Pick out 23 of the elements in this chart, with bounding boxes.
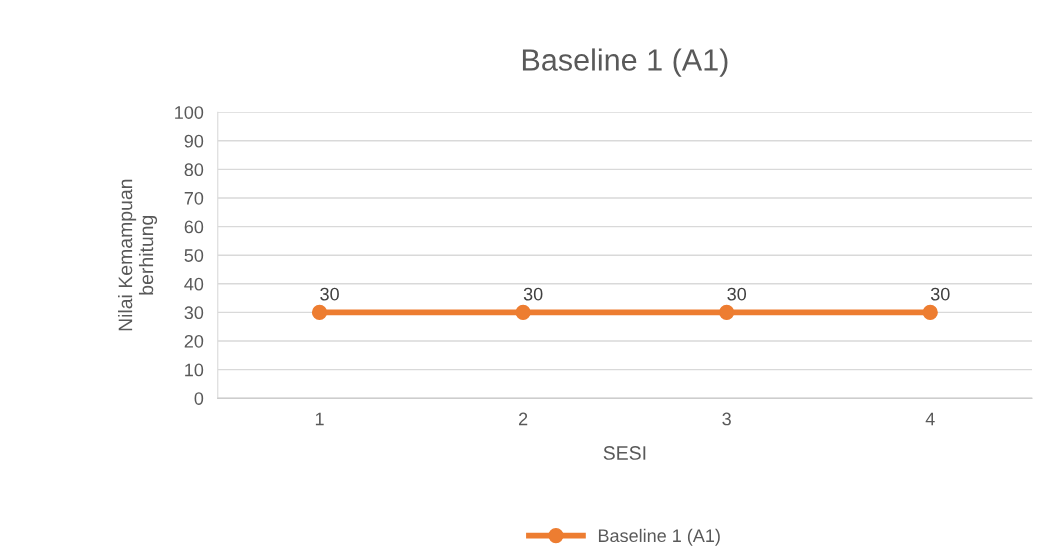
x-tick-label: 4 [925, 412, 935, 426]
y-tick-label: 0 [194, 392, 204, 405]
y-tick-label: 40 [184, 277, 204, 291]
data-label: 30 [930, 287, 950, 301]
y-tick-label: 90 [184, 134, 204, 148]
y-tick-label: 70 [184, 191, 204, 205]
x-tick-label: 3 [722, 412, 731, 426]
x-tick-label: 1 [315, 412, 324, 426]
y-tick-label: 50 [184, 249, 204, 262]
chart-title: Baseline 1 (A1) [522, 48, 728, 77]
y-tick-label: 80 [184, 163, 204, 177]
y-tick-label: 10 [185, 363, 204, 377]
data-label: 30 [523, 287, 543, 301]
y-tick-label: 60 [184, 220, 204, 234]
data-label: 30 [727, 287, 747, 301]
data-label: 30 [320, 287, 339, 301]
x-axis-title: SESI [603, 446, 646, 460]
legend-label: Baseline 1 (A1) [598, 528, 720, 546]
x-tick-label: 2 [519, 412, 528, 426]
y-axis-title: Nilai Kemampuan berhitung [118, 179, 158, 331]
y-tick-label: 30 [184, 306, 204, 320]
y-tick-label: 100 [175, 106, 204, 119]
y-tick-label: 20 [184, 334, 204, 348]
